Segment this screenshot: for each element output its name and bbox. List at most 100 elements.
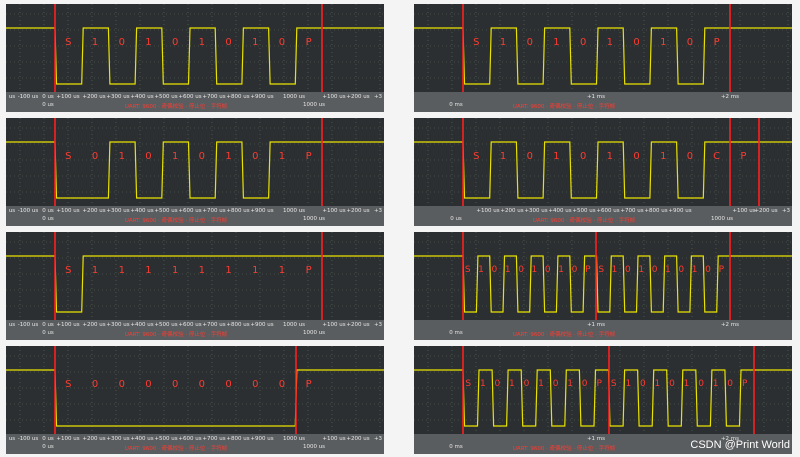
time-tick-label: +800 us — [226, 436, 250, 442]
bit-label: S — [65, 151, 72, 162]
bit-label: 1 — [660, 151, 667, 162]
bit-label: 1 — [691, 265, 698, 275]
decode-label: UART: 9600 · 奇偶校验 · 停止位 · 字符帧 — [512, 446, 616, 452]
time-tick-label: +3 — [373, 322, 383, 328]
time-axis: +1 ms +2 ms 0 ms UART: 9600 · 奇偶校验 · 停止位 · … — [414, 92, 792, 112]
time-tick-label: -100 us — [17, 436, 39, 442]
bit-label: 0 — [579, 37, 587, 48]
bit-label: 0 — [705, 265, 711, 275]
time-tick-label: +500 us — [154, 94, 178, 100]
bit-label: 1 — [625, 379, 632, 389]
waveform-plot — [414, 118, 792, 206]
time-tick-label: +200 us — [82, 208, 106, 214]
scope-panel-right-1: S 1 0 1 0 1 0 1 0 P +1 ms +2 ms 0 ms UART: 9600 · 奇偶校… — [414, 4, 792, 112]
bit-label: 1 — [225, 265, 232, 276]
scope-panel-right-3: S 1 0 1 0 1 0 1 0 P S 1 0 1 0 1 0 1 0 P +1 ms +2 ms 0 ms UART: … — [414, 232, 792, 340]
bit-label: S — [65, 265, 72, 276]
decode-label: UART: 9600 · 奇偶校验 · 停止位 · 字符帧 — [512, 332, 616, 338]
signal-trace — [6, 255, 384, 313]
time-tick-label: +700 us — [202, 322, 226, 328]
time-tick-label: +100 us — [322, 208, 346, 214]
bit-label: 0 — [145, 151, 152, 162]
bit-label: 0 — [544, 265, 551, 275]
time-tick-label: +900 us — [250, 322, 274, 328]
time-tick-label: +100 us — [56, 94, 80, 100]
bit-label: 1 — [198, 37, 206, 48]
bit-label: 1 — [509, 379, 515, 389]
bit-label: 1 — [558, 265, 564, 275]
time-tick-label: +500 us — [154, 322, 178, 328]
time-tick-label: 1000 us — [282, 436, 306, 442]
bit-label: P — [305, 265, 312, 276]
decode-label: UART: 9600 · 奇偶校验 · 停止位 · 字符帧 — [124, 446, 228, 452]
bit-label: P — [305, 379, 312, 390]
time-tick-label: +700 us — [620, 208, 644, 214]
time-tick-label: +200 us — [82, 436, 106, 442]
bit-label: S — [465, 379, 472, 389]
time-tick-label: +200 us — [754, 208, 778, 214]
bit-label: 0 — [727, 379, 734, 389]
time-tick-label: us — [8, 208, 16, 214]
time-axis: us -100 us 0 us +100 us +200 us +300 us +400 u… — [6, 434, 384, 454]
time-origin-label: 1000 us — [302, 102, 326, 108]
bit-label: 0 — [678, 265, 685, 275]
bit-label: 0 — [118, 379, 125, 390]
bit-label: 1 — [278, 151, 286, 162]
bit-label: 0 — [581, 379, 588, 389]
bit-label: 1 — [145, 265, 152, 276]
signal-trace — [6, 27, 384, 85]
time-tick-label: +100 us — [732, 208, 756, 214]
time-origin-label: 1000 us — [302, 216, 326, 222]
bit-label: 0 — [278, 37, 286, 48]
time-tick-label: +300 us — [106, 208, 130, 214]
time-tick-label: +100 us — [322, 322, 346, 328]
bit-label: 0 — [118, 37, 125, 48]
bit-label: 0 — [526, 37, 533, 48]
time-axis: +1 ms +2 ms 0 ms UART: 9600 · 奇偶校验 · 停止位 · … — [414, 320, 792, 340]
bit-label: 0 — [523, 379, 530, 389]
time-tick-label: +700 us — [202, 208, 226, 214]
time-origin-label: 0 us — [450, 216, 462, 222]
bit-label: 0 — [225, 37, 232, 48]
bit-label: 1 — [91, 265, 99, 276]
time-tick-label: +900 us — [250, 436, 274, 442]
bit-label: 1 — [638, 265, 645, 275]
time-tick-label: +600 us — [178, 94, 202, 100]
bit-label: P — [742, 379, 748, 389]
time-tick-label: +2 ms — [720, 436, 740, 442]
bit-label: 1 — [654, 379, 661, 389]
time-tick-label: +100 us — [56, 208, 80, 214]
scope-panel-right-2: S 1 0 1 0 1 0 1 0 C P +100 us +200 us +300 us +400 us +… — [414, 118, 792, 226]
time-origin-label: 0 us — [42, 102, 54, 108]
bit-label: P — [718, 265, 725, 275]
time-tick-label: +900 us — [250, 208, 274, 214]
time-tick-label: +400 us — [130, 436, 154, 442]
bit-label: 1 — [198, 265, 206, 276]
bit-label: 0 — [494, 379, 501, 389]
time-tick-label: +1 ms — [586, 436, 606, 442]
bit-label: 0 — [252, 379, 259, 390]
time-tick-label: +100 us — [322, 436, 346, 442]
bit-label: 0 — [171, 37, 179, 48]
bit-label: 0 — [633, 151, 640, 162]
decode-label: UART: 9600 · 奇偶校验 · 停止位 · 字符帧 — [124, 218, 228, 224]
time-tick-label: +1 ms — [586, 322, 606, 328]
signal-trace — [6, 141, 384, 199]
time-tick-label: +900 us — [668, 208, 692, 214]
bit-label: S — [464, 265, 471, 275]
time-tick-label: +300 us — [106, 436, 130, 442]
bit-label: P — [740, 151, 747, 162]
bit-label: 0 — [651, 265, 658, 275]
bit-label: 1 — [606, 151, 614, 162]
waveform-plot — [414, 232, 792, 320]
bit-label: 1 — [225, 151, 232, 162]
bit-label: 1 — [683, 379, 690, 389]
bit-label: 1 — [479, 379, 486, 389]
bit-label: 0 — [518, 265, 524, 275]
signal-trace — [6, 369, 384, 427]
bit-label: 1 — [712, 379, 719, 389]
decode-label: UART: 9600 · 奇偶校验 · 停止位 · 字符帧 — [532, 218, 636, 224]
